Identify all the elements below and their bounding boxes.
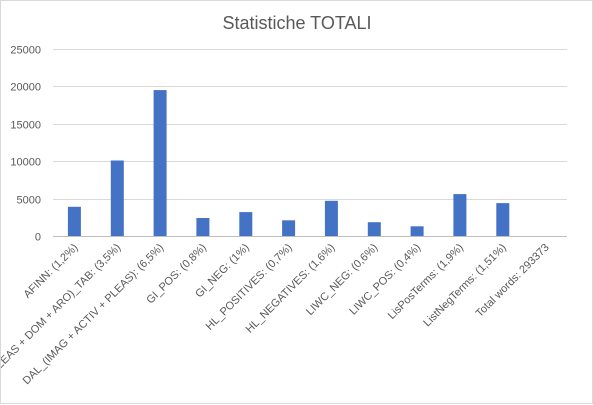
bar [367, 222, 381, 236]
x-tick-label: Total words: 293373 [474, 242, 552, 320]
bar [110, 160, 124, 236]
y-tick-label: 5000 [17, 195, 41, 207]
x-tick-label: HL_NEGATIVES: (1,6%) [244, 242, 338, 336]
y-tick-label: 0 [35, 232, 41, 244]
bar [153, 90, 167, 236]
x-tick-label: HL_POSITIVES: (0,7%) [204, 242, 295, 333]
bar [496, 203, 510, 236]
x-tick-label: LIWC_NEG: (0,6%) [304, 242, 380, 318]
y-tick-label: 25000 [10, 45, 41, 57]
bar [67, 206, 81, 236]
bar [324, 200, 338, 236]
x-tick-label: ListNegTerms: (1,51%) [421, 242, 509, 330]
bar [453, 194, 467, 236]
bar [239, 212, 253, 236]
x-tick-label: LIWC_POS: (0,4%) [347, 242, 423, 318]
bar [282, 220, 296, 236]
x-tick-label: LisPosTerms: (1,9%) [386, 242, 466, 322]
bar [410, 226, 424, 236]
y-tick-label: 15000 [10, 120, 41, 132]
y-tick-label: 10000 [10, 157, 41, 169]
y-tick-label: 20000 [10, 82, 41, 94]
chart-title: Statistiche TOTALI [222, 13, 371, 33]
bar [196, 218, 210, 236]
